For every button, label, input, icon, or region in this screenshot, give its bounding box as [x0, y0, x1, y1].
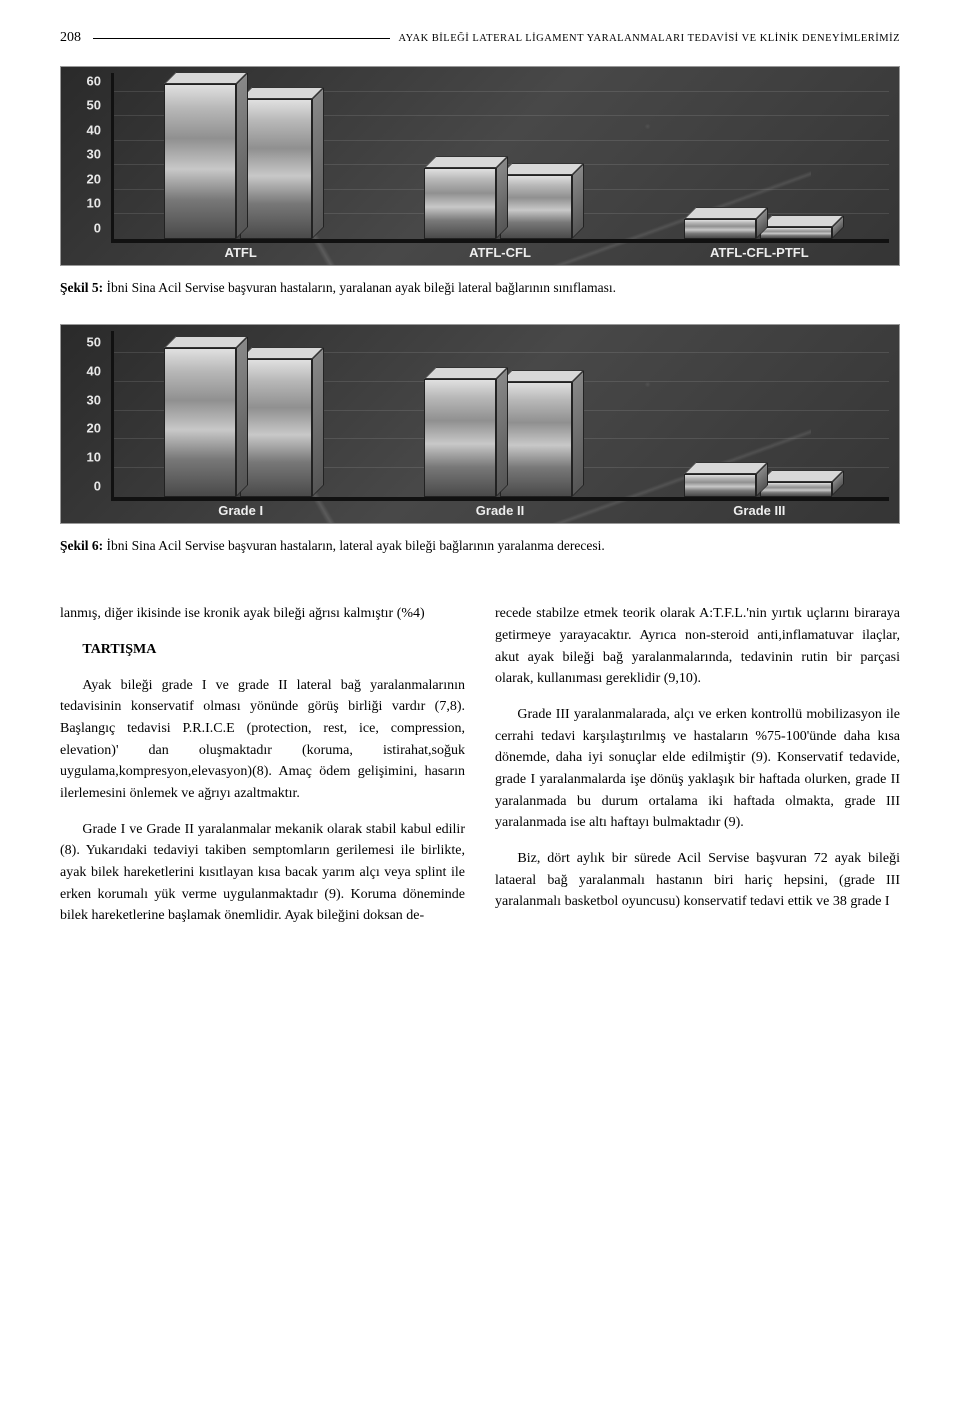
y-tick-label: 10 — [61, 196, 101, 211]
figure-5-caption-text: İbni Sina Acil Servise başvuran hastalar… — [107, 280, 616, 295]
running-title: AYAK BİLEĞİ LATERAL LİGAMENT YARALANMALA… — [398, 33, 900, 44]
y-tick-label: 30 — [61, 392, 101, 407]
bar-back — [760, 215, 844, 239]
right-column: recede stabilze etmek teorik olarak A:T.… — [495, 603, 900, 941]
page-number: 208 — [60, 30, 81, 46]
figure-5-plot-area — [111, 73, 889, 243]
y-tick-label: 50 — [61, 98, 101, 113]
x-category-label: Grade II — [370, 501, 629, 523]
bar-front — [424, 367, 508, 497]
bar-back — [500, 163, 584, 239]
bar-back — [760, 470, 844, 496]
figure-6-x-labels: Grade IGrade IIGrade III — [111, 501, 889, 523]
figure-6-caption: Şekil 6: İbni Sina Acil Servise başvuran… — [60, 536, 900, 556]
y-tick-label: 20 — [61, 421, 101, 436]
bar-back — [240, 347, 324, 497]
y-tick-label: 60 — [61, 73, 101, 88]
bar-back — [500, 370, 584, 497]
y-tick-label: 10 — [61, 449, 101, 464]
figure-6-y-axis: 0102030405060 — [61, 325, 107, 501]
x-category-label: ATFL-CFL-PTFL — [630, 243, 889, 265]
figure-5-chart: 010203040506070 ATFLATFL-CFLATFL-CFL-PTF… — [60, 66, 900, 266]
figure-6: 0102030405060 Grade IGrade IIGrade III — [60, 324, 900, 524]
y-tick-label: 30 — [61, 147, 101, 162]
figure-6-plot-area — [111, 331, 889, 501]
figure-6-caption-label: Şekil 6: — [60, 538, 107, 553]
x-category-label: ATFL — [111, 243, 370, 265]
left-p1: lanmış, diğer ikisinde ise kronik ayak b… — [60, 603, 465, 625]
y-tick-label: 20 — [61, 171, 101, 186]
figure-6-caption-text: İbni Sina Acil Servise başvuran hastalar… — [107, 538, 605, 553]
figure-5: 010203040506070 ATFLATFL-CFLATFL-CFL-PTF… — [60, 66, 900, 266]
x-category-label: Grade III — [630, 501, 889, 523]
bar-back — [240, 87, 324, 239]
figure-6-chart: 0102030405060 Grade IGrade IIGrade III — [60, 324, 900, 524]
left-p2: Ayak bileği grade I ve grade II lateral … — [60, 675, 465, 805]
section-heading: TARTIŞMA — [60, 639, 465, 661]
y-tick-label: 0 — [61, 221, 101, 236]
body-columns: lanmış, diğer ikisinde ise kronik ayak b… — [60, 603, 900, 941]
figure-5-y-axis: 010203040506070 — [61, 67, 107, 243]
y-tick-label: 40 — [61, 122, 101, 137]
x-category-label: Grade I — [111, 501, 370, 523]
y-tick-label: 40 — [61, 363, 101, 378]
figure-5-caption-label: Şekil 5: — [60, 280, 107, 295]
bar-front — [684, 462, 768, 497]
y-tick-label: 0 — [61, 478, 101, 493]
bar-front — [684, 207, 768, 239]
figure-5-caption: Şekil 5: İbni Sina Acil Servise başvuran… — [60, 278, 900, 298]
right-p2: Grade III yaralanmalarada, alçı ve erken… — [495, 704, 900, 834]
right-p1: recede stabilze etmek teorik olarak A:T.… — [495, 603, 900, 690]
right-p3: Biz, dört aylık bir sürede Acil Servise … — [495, 848, 900, 913]
bar-front — [424, 156, 508, 239]
left-p3: Grade I ve Grade II yaralanmalar mekanik… — [60, 819, 465, 927]
running-header: 208 AYAK BİLEĞİ LATERAL LİGAMENT YARALAN… — [60, 30, 900, 46]
bar-front — [164, 336, 248, 497]
bar-front — [164, 72, 248, 239]
left-column: lanmış, diğer ikisinde ise kronik ayak b… — [60, 603, 465, 941]
y-tick-label: 50 — [61, 335, 101, 350]
figure-5-x-labels: ATFLATFL-CFLATFL-CFL-PTFL — [111, 243, 889, 265]
header-rule — [93, 38, 390, 39]
x-category-label: ATFL-CFL — [370, 243, 629, 265]
